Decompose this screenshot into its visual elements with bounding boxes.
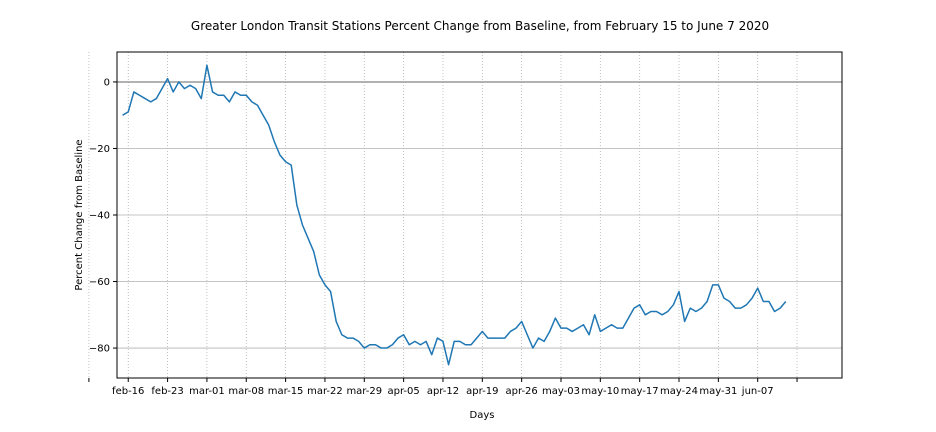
y-tick-label: −20 xyxy=(89,144,110,155)
x-tick-label: mar-29 xyxy=(346,386,382,397)
x-tick-label: may-03 xyxy=(542,386,580,397)
x-axis-ticks: feb-16 feb-23 mar-01 mar-08 mar-15 mar-22 mar-… xyxy=(88,378,798,397)
x-tick-label: apr-12 xyxy=(427,386,459,397)
x-axis-label: Days xyxy=(470,410,495,421)
x-tick-label: may-24 xyxy=(660,386,698,397)
series-line xyxy=(122,64,787,366)
series-lines xyxy=(122,64,787,366)
x-tick-label: mar-08 xyxy=(228,386,264,397)
y-tick-label: 0 xyxy=(104,77,110,88)
x-tick-label: apr-19 xyxy=(466,386,498,397)
y-axis-label: Percent Change from Baseline xyxy=(74,139,85,290)
x-tick-label: apr-26 xyxy=(506,386,538,397)
x-tick-label: apr-05 xyxy=(387,386,419,397)
x-tick-label: may-10 xyxy=(581,386,619,397)
x-tick-label: mar-01 xyxy=(189,386,225,397)
y-tick-label: −60 xyxy=(89,277,110,288)
y-tick-label: −40 xyxy=(89,211,110,222)
grid-lines xyxy=(88,52,842,378)
x-tick-label: may-17 xyxy=(621,386,659,397)
x-tick-label: mar-22 xyxy=(307,386,343,397)
y-axis-ticks: 0 −20 −40 −60 −80 xyxy=(89,77,117,355)
x-tick-label: feb-23 xyxy=(151,386,183,397)
x-tick-label: mar-15 xyxy=(268,386,304,397)
y-tick-label: −80 xyxy=(89,344,110,355)
x-tick-label: feb-16 xyxy=(112,386,144,397)
chart-title: Greater London Transit Stations Percent … xyxy=(191,19,769,33)
x-tick-label: may-31 xyxy=(699,386,737,397)
x-tick-label: jun-07 xyxy=(741,386,774,397)
